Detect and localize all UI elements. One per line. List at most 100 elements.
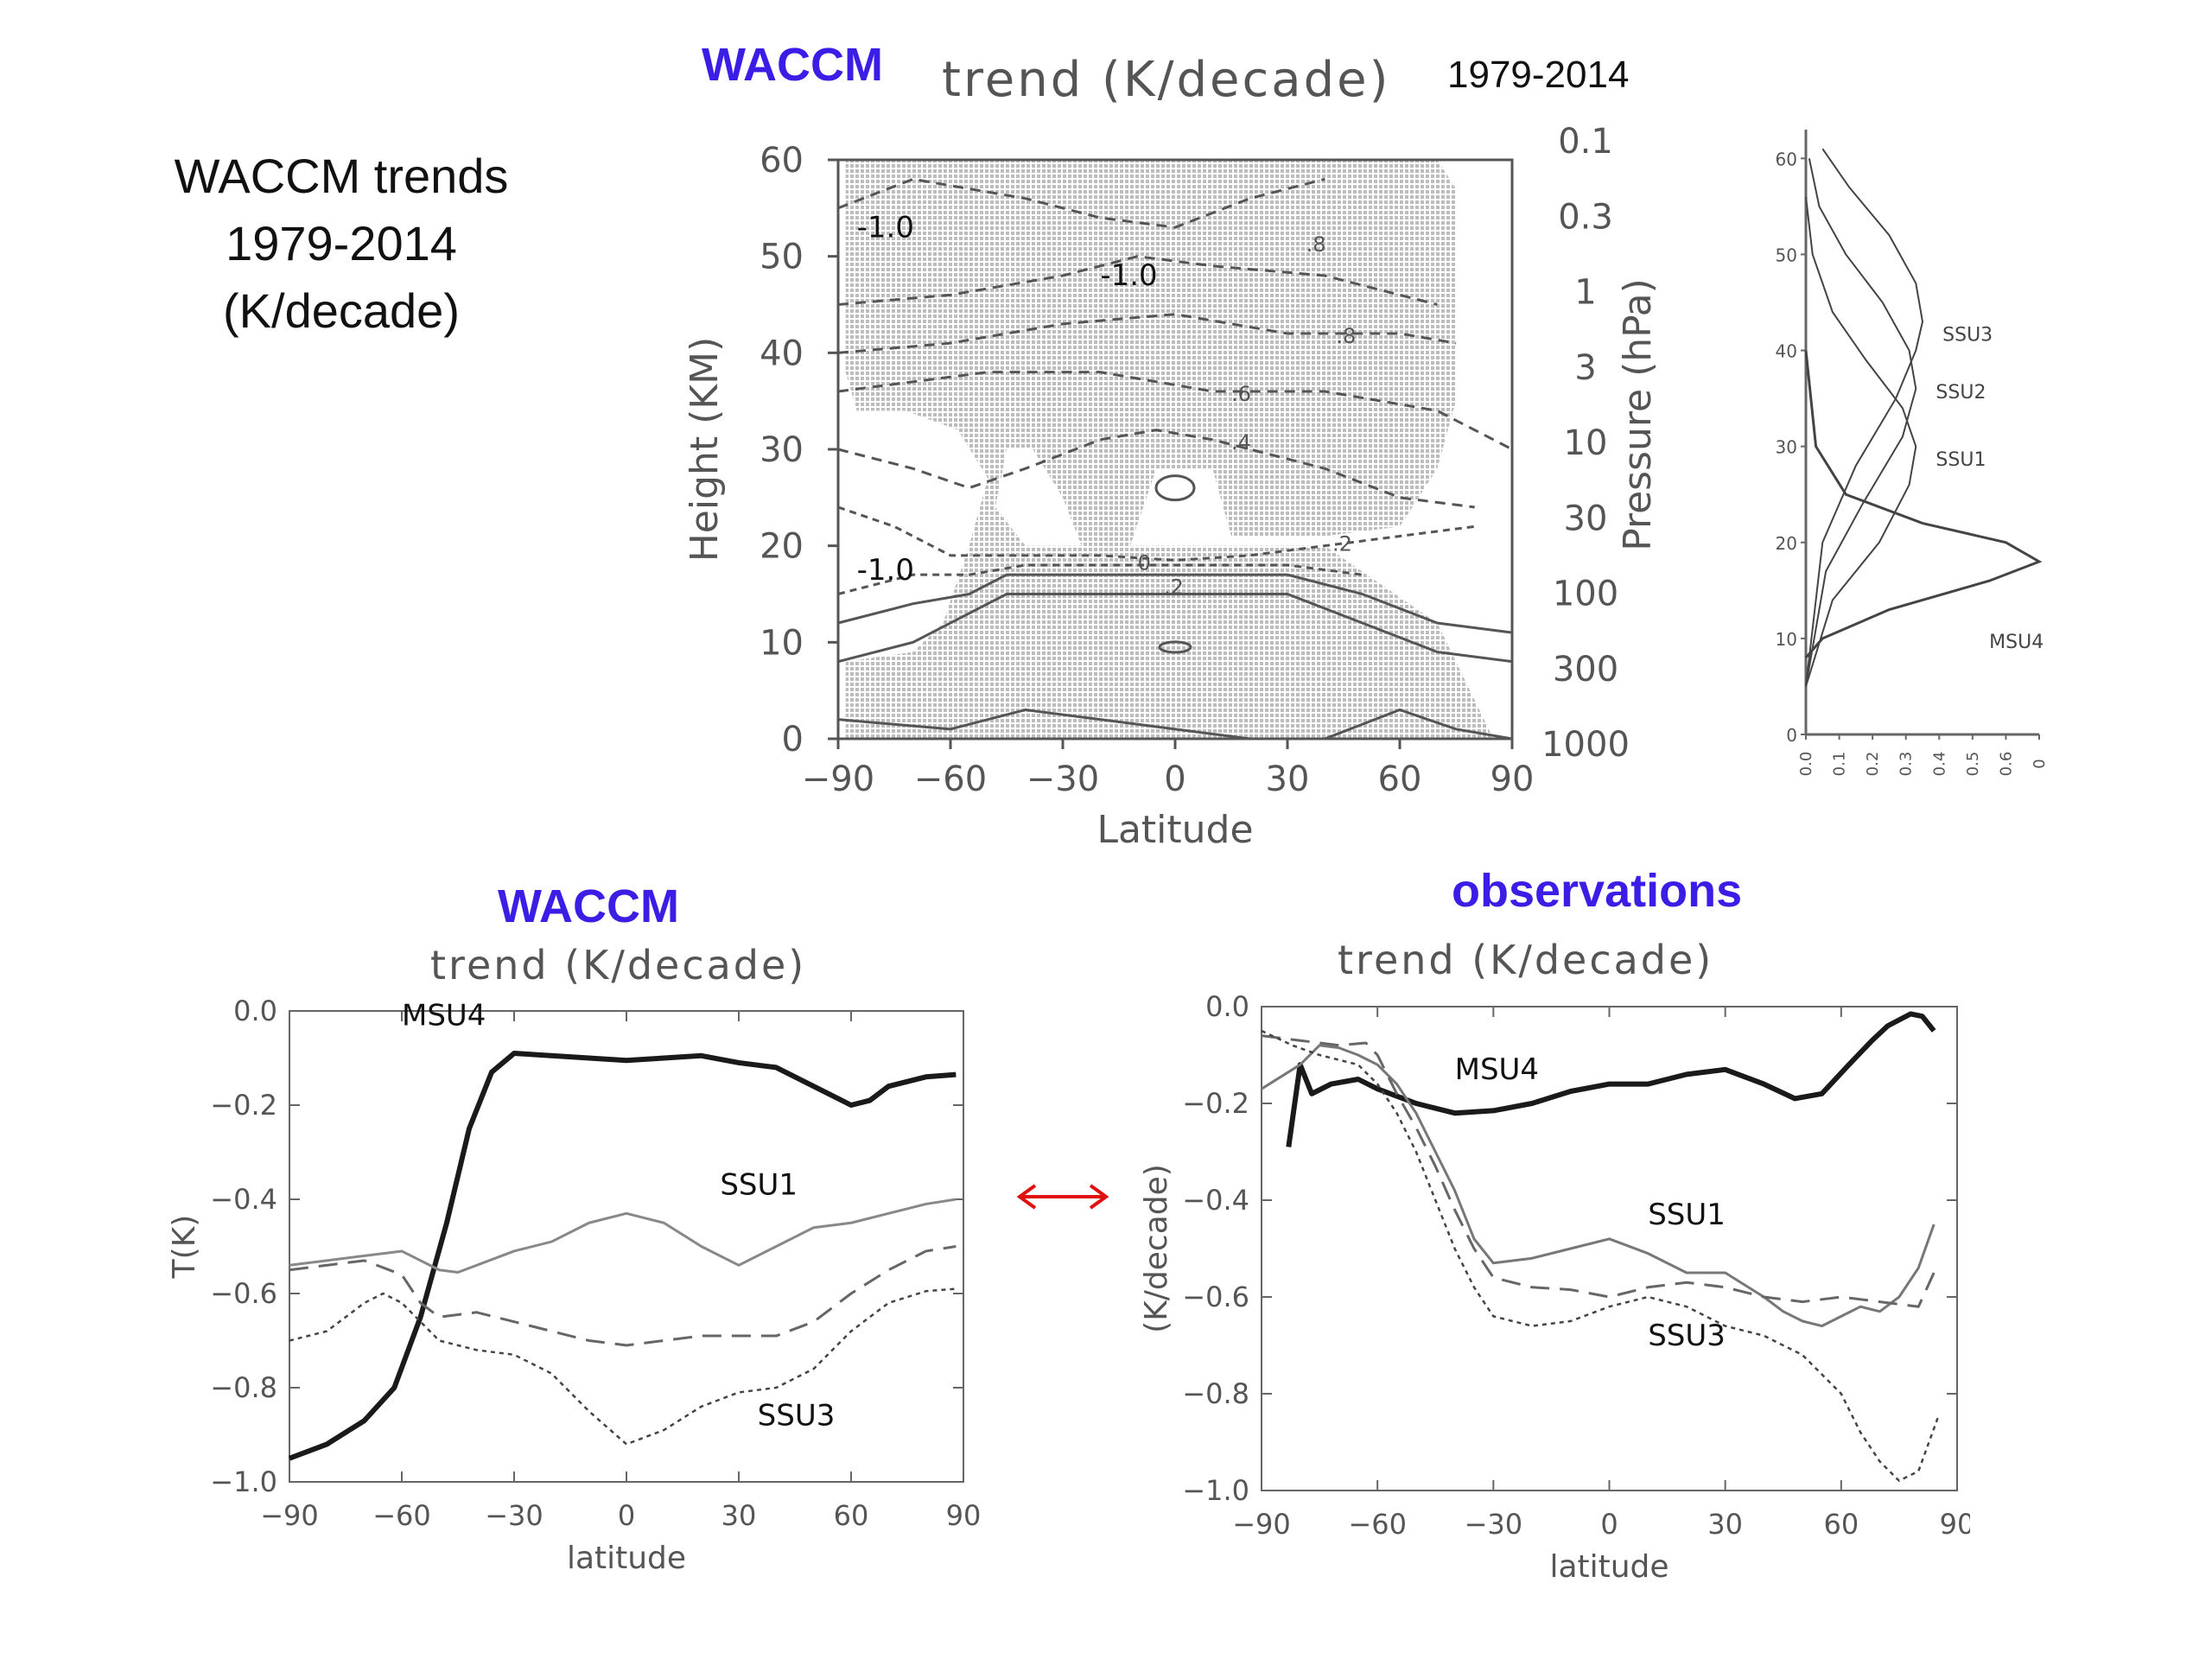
y-tick-label: 30 (760, 430, 804, 470)
x-tick-label: −90 (802, 760, 874, 799)
series-line-msu4 (1286, 1011, 1936, 1147)
top-trend-label: trend (K/decade) (942, 52, 1391, 108)
y-tick-label: 60 (760, 141, 804, 181)
pressure-tick-label: 1 (1574, 273, 1596, 313)
pressure-tick-label: 0.1 (1558, 122, 1613, 162)
pressure-tick-label: 3 (1574, 348, 1596, 388)
y-tick-label: 0.0 (1205, 990, 1249, 1023)
top-model-label: WACCM (702, 39, 883, 91)
x-tick-label: −30 (485, 1499, 543, 1532)
x-axis-label: latitude (567, 1541, 686, 1576)
x-tick-label: −60 (372, 1499, 431, 1532)
top-years-label: 1979-2014 (1447, 54, 1630, 96)
contour-label: -1.0 (857, 553, 914, 588)
cross-section-y2-label: Pressure (hPa) (1616, 278, 1660, 551)
cross-section-x-label: Latitude (1096, 808, 1253, 852)
contour-line (837, 505, 1475, 562)
y-tick-label: −0.4 (1182, 1184, 1249, 1217)
contour-line (1158, 640, 1192, 654)
contour-line (837, 563, 1363, 595)
caption-line-3: (K/decade) (223, 283, 460, 338)
bottom-right-model-label: observations (1452, 865, 1743, 917)
bottom-right-trend-label: trend (K/decade) (1338, 937, 1714, 983)
series-annotation: MSU4 (402, 998, 486, 1033)
observed-profile-chart: −90 −60 −30 0 30 60 90 0.0 −0.2 −0.4 −0.6 −0.8 −1.0 l… (1139, 990, 1970, 1585)
contour-label: -1.0 (857, 210, 914, 245)
wf-y-tick-label: 50 (1776, 245, 1797, 265)
y-tick-label: 20 (760, 527, 804, 567)
x-tick-label: 30 (1266, 760, 1310, 799)
y-tick-label: 0.0 (233, 995, 277, 1027)
series-annotation: MSU4 (1455, 1052, 1539, 1087)
x-tick-label: 60 (834, 1499, 869, 1532)
y-tick-label: −0.8 (210, 1371, 277, 1404)
x-tick-label: 60 (1378, 760, 1422, 799)
x-tick-label: 0 (1164, 760, 1185, 799)
x-tick-label: 90 (946, 1499, 982, 1532)
y-tick-label: −0.4 (210, 1183, 277, 1216)
wf-y-tick-label: 30 (1776, 437, 1797, 458)
plot-frame (289, 1010, 964, 1483)
weighting-curve (1805, 196, 1917, 687)
y-tick-label: −1.0 (1182, 1474, 1249, 1507)
y-tick-label: −0.6 (1182, 1281, 1249, 1313)
x-tick-label: −60 (914, 760, 987, 799)
y-axis-label: (K/decade) (1139, 1164, 1174, 1333)
y-tick-label: 10 (760, 623, 804, 663)
pressure-tick-label: 300 (1553, 650, 1618, 690)
caption-line-2: 1979-2014 (226, 216, 457, 270)
series-line-ssu3 (1261, 1029, 1939, 1483)
wf-y-tick-label: 20 (1776, 533, 1797, 554)
cross-section-contours (837, 177, 1513, 741)
wf-y-tick-label: 0 (1786, 725, 1797, 746)
contour-label: .8 (1306, 232, 1326, 257)
wf-x-tick-label: 0.0 (1797, 752, 1815, 777)
wf-y-tick-label: 60 (1776, 149, 1797, 169)
x-tick-label: 30 (1707, 1508, 1743, 1541)
bottom-left-trend-label: trend (K/decade) (430, 942, 807, 988)
series-line-unlabeled (1261, 1034, 1936, 1308)
comparison-arrow-icon (1016, 1184, 1109, 1210)
caption-line-1: WACCM trends (174, 149, 509, 203)
pressure-tick-label: 100 (1553, 575, 1618, 614)
contour-line (837, 593, 1513, 664)
contour-label: .2 (1332, 531, 1352, 556)
y-tick-label: −1.0 (210, 1465, 277, 1498)
contour-line (837, 429, 1475, 509)
series-line-ssu1 (1261, 1044, 1936, 1328)
y-tick-label: −0.2 (210, 1089, 277, 1122)
wf-x-tick-label: 0.5 (1964, 752, 1982, 777)
wf-y-tick-label: 40 (1776, 341, 1797, 362)
contour-label: .8 (1336, 324, 1356, 348)
y-axis-label: T(K) (167, 1215, 202, 1280)
contour-line (837, 371, 1513, 451)
weighting-functions-chart: 0 10 20 30 40 50 60 0.0 0.1 0.2 0.3 0.4 0.5 0.6 0 SSU3… (1776, 130, 2049, 777)
y-tick-label: 0 (782, 720, 804, 760)
x-tick-label: 30 (721, 1499, 757, 1532)
y-tick-label: 50 (760, 238, 804, 277)
x-tick-label: 90 (1940, 1508, 1970, 1541)
pressure-tick-label: 30 (1564, 499, 1608, 538)
x-tick-label: 0 (618, 1499, 635, 1532)
weighting-curve (1804, 350, 2043, 659)
wf-x-tick-label: 0.1 (1831, 752, 1849, 777)
weighting-curve (1805, 148, 1924, 687)
contour-line (837, 573, 1513, 634)
wf-x-tick-label: 0.2 (1864, 752, 1882, 777)
contour-line (1154, 474, 1196, 502)
cross-section-y-label: Height (KM) (683, 337, 727, 563)
pressure-tick-label: 10 (1564, 423, 1608, 463)
contour-label: 0 (1138, 551, 1151, 575)
wf-x-tick-label: 0.6 (1997, 752, 2015, 777)
pressure-tick-label: 1000 (1541, 725, 1630, 765)
y-tick-label: −0.6 (210, 1277, 277, 1310)
contour-line (837, 255, 1438, 306)
y-tick-label: 40 (760, 334, 804, 373)
series-line-unlabeled (289, 1245, 957, 1347)
contour-label: .6 (1231, 382, 1251, 406)
series-annotation: SSU1 (720, 1168, 798, 1203)
weighting-label: MSU4 (1989, 632, 2044, 653)
weighting-label: SSU3 (1942, 324, 1993, 346)
contour-line (837, 313, 1457, 354)
bottom-left-model-label: WACCM (498, 880, 679, 932)
